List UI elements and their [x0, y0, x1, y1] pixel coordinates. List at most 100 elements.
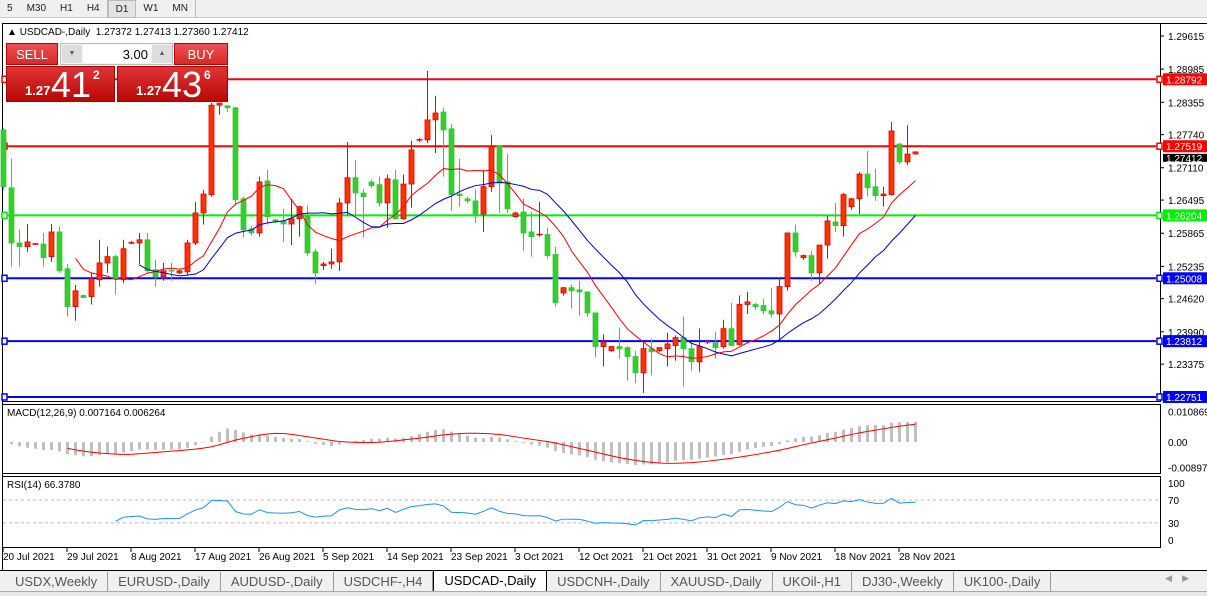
current-price-label: 1.27412 [1166, 154, 1203, 165]
timeframe-m5[interactable]: 5 [7, 3, 13, 14]
price-tick-label: 1.25235 [1168, 262, 1205, 273]
candle-bearish [16, 242, 23, 248]
candle-bearish [504, 181, 511, 210]
candle-bullish [120, 248, 127, 281]
date-label: 21 Oct 2021 [643, 552, 698, 563]
tab-eurusd-daily[interactable]: EURUSD-,Daily [108, 572, 221, 592]
candle-bullish [192, 212, 199, 244]
candle-bearish [368, 181, 375, 187]
candle-bearish [584, 291, 591, 314]
rsi-axis-label: 0 [1168, 536, 1174, 547]
candle-bearish [592, 312, 599, 347]
candle-bullish [816, 244, 823, 274]
lot-increase-icon[interactable]: ▲ [152, 45, 172, 63]
date-label: 23 Sep 2021 [451, 552, 508, 563]
candle-bullish [776, 286, 783, 315]
candle-bearish [360, 192, 367, 198]
candle-bearish [240, 198, 247, 231]
candle-bearish [496, 145, 503, 184]
moving-average-fast-line [75, 168, 916, 359]
level-price-tag [1163, 209, 1207, 222]
candle-bearish [456, 193, 463, 197]
candle-bullish [904, 153, 911, 163]
sell-price[interactable]: 1.27 41 2 [6, 64, 115, 105]
candle-bearish [8, 187, 15, 244]
candle-bullish [608, 346, 615, 352]
candle-bullish [256, 181, 263, 234]
candle-bullish [696, 346, 703, 363]
collapse-triangle-icon[interactable]: ▲ [7, 27, 20, 38]
scroll-left-icon[interactable]: ◀ [1165, 573, 1183, 583]
candle-bearish [792, 232, 799, 253]
level-price-label: 1.23812 [1166, 337, 1203, 348]
candle-bullish [216, 102, 223, 106]
date-label: 3 Oct 2021 [515, 552, 564, 563]
tab-ukoil-h1[interactable]: UKOil-,H1 [773, 572, 853, 592]
candle-bearish [472, 200, 479, 215]
sell-button[interactable]: SELL [6, 43, 58, 65]
level-anchor-icon [1, 393, 8, 401]
timeframe-w1[interactable]: W1 [143, 3, 159, 14]
candle-bearish [728, 328, 735, 346]
candle-bearish [832, 221, 839, 226]
candle-bullish [176, 270, 183, 274]
level-anchor-icon [1156, 75, 1163, 84]
current-price-tag [1163, 153, 1207, 162]
timeframe-d1[interactable]: D1 [107, 0, 137, 18]
date-label: 8 Aug 2021 [131, 552, 182, 563]
price-tick-label: 1.27740 [1168, 131, 1205, 142]
buy-button[interactable]: BUY [174, 43, 228, 65]
moving-average-slow-line [139, 181, 916, 357]
candle-bullish [184, 242, 191, 273]
candle-bullish [48, 231, 55, 258]
level-anchor-icon [1156, 393, 1163, 401]
tab-audusd-daily[interactable]: AUDUSD-,Daily [221, 572, 334, 592]
candle-bearish [112, 256, 119, 280]
level-price-label: 1.26204 [1166, 211, 1203, 222]
candle-bearish [64, 268, 71, 307]
timeframe-mn[interactable]: MN [172, 3, 188, 14]
tab-scroll-arrows[interactable]: ◀▶ [1165, 573, 1199, 584]
candle-bearish [872, 186, 879, 197]
candle-bullish [344, 177, 351, 204]
buy-price[interactable]: 1.27 43 6 [117, 64, 228, 105]
candle-bullish [24, 241, 31, 248]
candle-bearish [40, 243, 47, 259]
sell-price-pip: 2 [93, 68, 100, 82]
candle-bullish [856, 173, 863, 200]
buy-price-prefix: 1.27 [136, 83, 162, 98]
tab-usdx-weekly[interactable]: USDX,Weekly [5, 572, 109, 592]
candle-bullish [560, 287, 567, 294]
macd-label: MACD(12,26,9) 0.007164 0.006264 [7, 408, 166, 419]
tab-usdcad-daily[interactable]: USDCAD-,Daily [433, 571, 548, 592]
date-label: 31 Oct 2021 [707, 552, 762, 563]
tab-usdcnh-daily[interactable]: USDCNH-,Daily [547, 572, 661, 592]
tab-dj30-weekly[interactable]: DJ30-,Weekly [852, 572, 954, 592]
one-click-trading-panel: SELL ▼ ▲ BUY 1.27 41 2 1.27 43 6 [6, 43, 228, 105]
date-label: 5 Sep 2021 [323, 552, 375, 563]
tab-uk100-daily[interactable]: UK100-,Daily [954, 572, 1052, 592]
tab-xauusd-daily[interactable]: XAUUSD-,Daily [661, 572, 773, 592]
timeframe-m30[interactable]: M30 [26, 3, 47, 14]
candle-bearish [144, 239, 151, 272]
candle-bullish [160, 270, 167, 277]
chart-header: ▲ USDCAD-,Daily 1.27372 1.27413 1.27360 … [7, 27, 249, 38]
price-tick-label: 1.26495 [1168, 196, 1205, 207]
macd-axis-label: 0.00 [1168, 438, 1188, 449]
scroll-right-icon[interactable]: ▶ [1182, 573, 1199, 583]
timeframe-h1[interactable]: H1 [60, 3, 73, 14]
rsi-panel-border [2, 476, 1161, 548]
candle-bullish [288, 218, 295, 225]
lot-input[interactable] [83, 45, 151, 63]
level-anchor-icon [1156, 337, 1163, 345]
candle-bearish [712, 342, 719, 348]
candle-bearish [544, 234, 551, 256]
timeframe-h4[interactable]: H4 [86, 3, 100, 14]
tab-usdchf-h4[interactable]: USDCHF-,H4 [334, 572, 434, 592]
sell-price-big: 41 [51, 64, 92, 105]
candle-bearish [0, 129, 7, 188]
lot-decrease-icon[interactable]: ▼ [62, 45, 82, 63]
candle-bullish [736, 304, 743, 345]
candle-bullish [200, 193, 207, 214]
candle-bullish [512, 212, 519, 218]
